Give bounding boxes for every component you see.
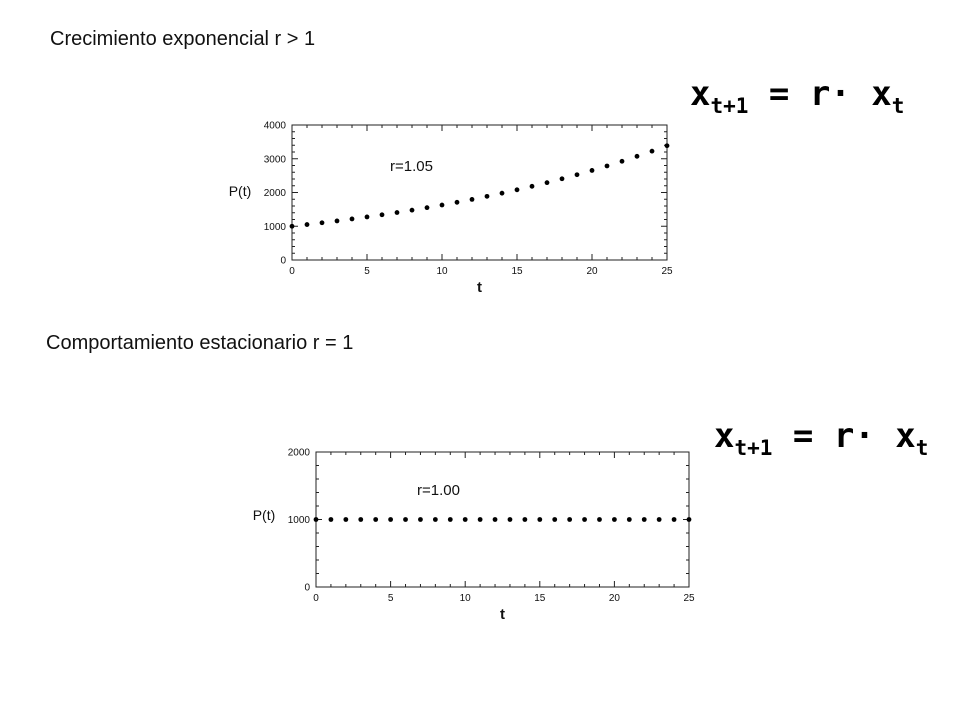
x-tick-label: 0 (313, 593, 319, 604)
data-point (552, 517, 558, 522)
chart-stationary: 0 5 10 15 20 25 0 1000 2000 t P(t) r=1.00 (253, 448, 695, 624)
plot-frame (291, 124, 668, 261)
y-tick-label: 2000 (288, 448, 311, 459)
data-point (388, 517, 393, 522)
data-point (349, 216, 355, 222)
x-tick-label: 0 (289, 266, 295, 277)
chart-annotation: r=1.00 (417, 482, 460, 499)
data-point (334, 218, 340, 224)
caption-exponential: Crecimiento exponencial r > 1 (50, 28, 316, 50)
y-axis-label: P(t) (229, 183, 252, 199)
data-point (394, 210, 400, 215)
chart-annotation: r=1.05 (390, 158, 433, 175)
data-point (619, 158, 625, 164)
data-point (604, 163, 610, 169)
data-point (537, 517, 543, 522)
data-point (447, 517, 453, 522)
data-point (626, 517, 632, 522)
formula-rhs-var: x (895, 416, 916, 456)
data-point (522, 517, 528, 522)
data-point (432, 517, 438, 522)
formula-middle: = r· (748, 74, 872, 114)
formula-lhs-sub: t+1 (710, 93, 749, 118)
data-point (373, 517, 379, 522)
y-tick-label: 0 (280, 256, 286, 267)
data-point (499, 190, 505, 196)
data-point (671, 517, 677, 522)
recurrence-formula: xt+1 = r· xt (714, 416, 928, 460)
data-point (567, 517, 573, 522)
data-point (589, 168, 595, 173)
recurrence-formula: xt+1 = r· xt (690, 74, 904, 118)
data-point (364, 214, 370, 220)
x-tick-label: 5 (364, 266, 370, 277)
formula-rhs-sub: t (891, 93, 905, 118)
data-point (439, 202, 445, 208)
data-point (641, 517, 647, 522)
x-axis-label: t (500, 606, 505, 623)
y-tick-label: 4000 (264, 121, 287, 132)
formula-middle: = r· (772, 416, 896, 456)
data-point (469, 196, 475, 202)
y-axis-label: P(t) (253, 507, 276, 523)
formula-lhs-var: x (714, 416, 735, 456)
formula-rhs-var: x (871, 74, 892, 114)
data-point (289, 223, 295, 229)
y-tick-label: 1000 (288, 515, 311, 526)
data-point (649, 148, 655, 154)
data-point (462, 517, 468, 522)
data-point (574, 172, 580, 178)
data-point (686, 517, 692, 522)
x-tick-label: 20 (609, 593, 621, 604)
data-point (559, 176, 565, 182)
data-point (343, 517, 349, 522)
data-point (597, 517, 602, 522)
data-point (514, 187, 520, 193)
data-point (492, 517, 498, 522)
x-tick-label: 5 (388, 593, 394, 604)
data-point (304, 222, 310, 227)
x-tick-label: 25 (683, 593, 695, 604)
data-point (379, 212, 385, 218)
y-tick-label: 3000 (264, 154, 287, 165)
data-point (664, 143, 670, 149)
data-point (612, 517, 617, 522)
x-tick-label: 10 (460, 593, 472, 604)
formula-rhs-sub: t (915, 435, 929, 460)
x-tick-label: 15 (534, 593, 546, 604)
data-point (544, 180, 550, 186)
data-point (409, 207, 415, 213)
y-tick-label: 1000 (264, 222, 287, 233)
data-point (634, 153, 640, 159)
x-tick-label: 15 (511, 266, 523, 277)
data-point (328, 517, 334, 522)
chart-exponential-growth: 0 5 10 15 20 25 0 1000 2000 3000 4000 t P(t) r=1.05 (229, 121, 673, 297)
x-tick-label: 20 (586, 266, 598, 277)
data-point (319, 220, 325, 226)
y-tick-label: 2000 (264, 188, 287, 199)
data-point (358, 517, 364, 522)
data-point (403, 517, 408, 522)
data-point (477, 517, 483, 522)
data-point (484, 193, 490, 199)
data-point (529, 183, 535, 189)
data-point (507, 517, 513, 522)
x-axis-label: t (477, 279, 482, 296)
plot-frame (315, 451, 690, 588)
data-point (313, 517, 319, 522)
y-tick-label: 0 (304, 583, 310, 594)
data-point (418, 517, 423, 522)
x-tick-label: 25 (661, 266, 673, 277)
data-point (582, 517, 587, 522)
data-point (656, 517, 662, 522)
caption-stationary: Comportamiento estacionario r = 1 (46, 332, 354, 354)
data-point (454, 199, 460, 205)
formula-lhs-sub: t+1 (734, 435, 773, 460)
formula-lhs-var: x (690, 74, 711, 114)
data-point (424, 205, 430, 211)
x-tick-label: 10 (436, 266, 448, 277)
